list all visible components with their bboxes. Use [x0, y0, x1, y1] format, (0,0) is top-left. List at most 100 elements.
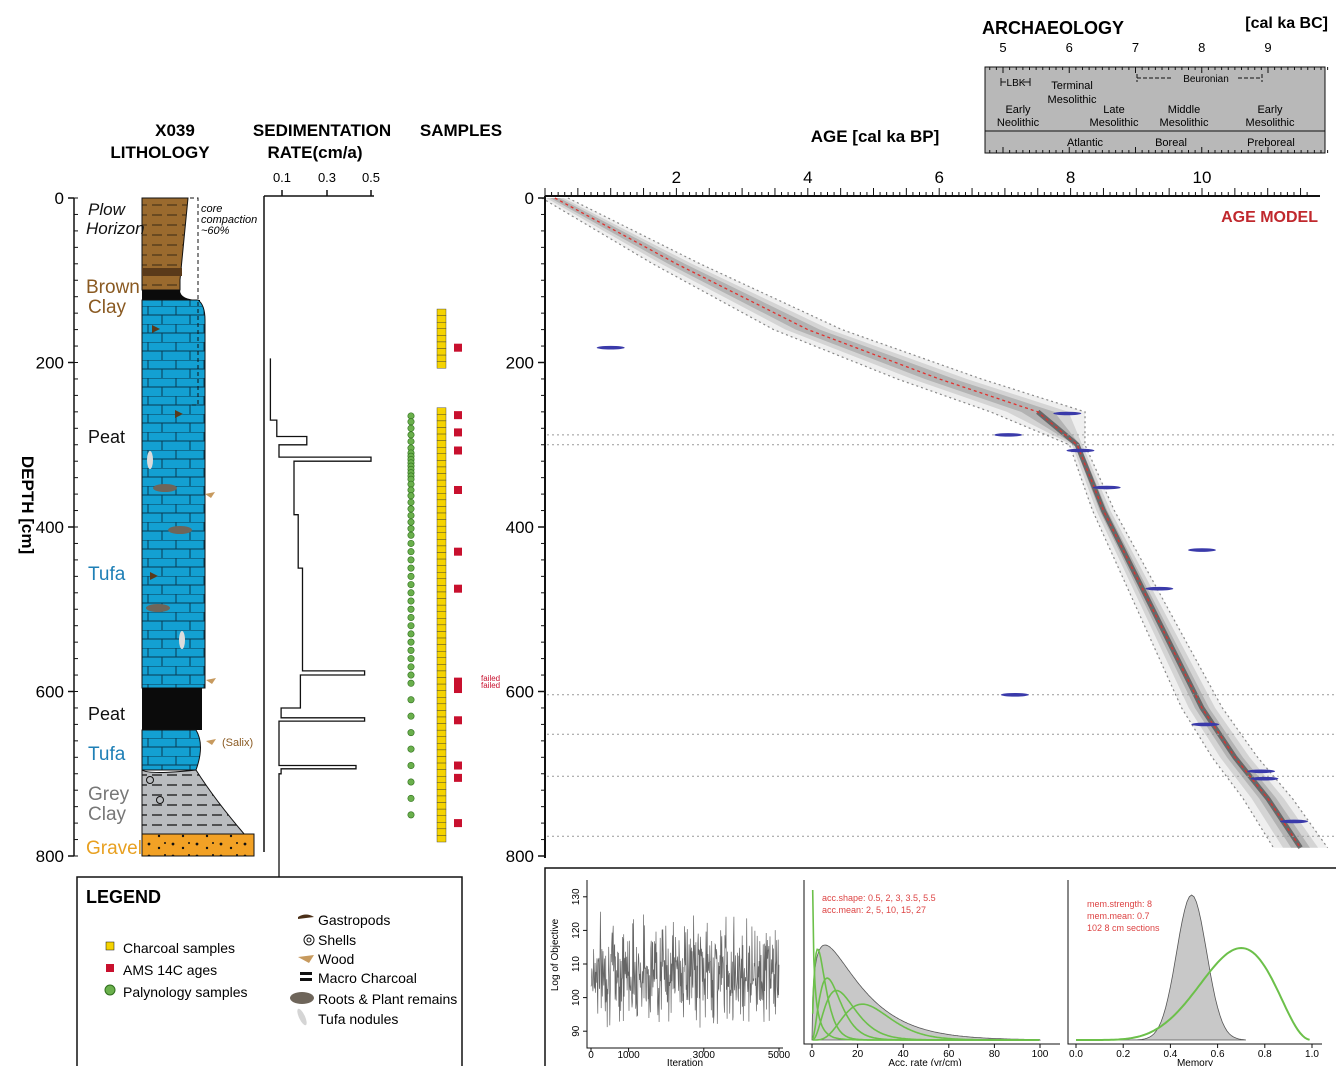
- age-upper-bound: [541, 197, 1274, 849]
- charcoal-sample: [436, 328, 447, 336]
- roots-icon: [153, 484, 177, 492]
- peat-layer-2: [142, 688, 202, 730]
- charcoal-sample: [436, 835, 447, 843]
- charcoal-sample: [436, 690, 447, 698]
- arch-tick-label: 6: [1066, 40, 1073, 55]
- culture-label: Neolithic: [997, 117, 1040, 129]
- calibrated-date: [596, 345, 625, 350]
- tufa-layer-1: [141, 299, 206, 689]
- charcoal-sample: [436, 565, 447, 573]
- charcoal-sample: [436, 308, 447, 316]
- legend-box: [76, 876, 463, 1066]
- iter-y-tick-label: 110: [571, 956, 582, 972]
- charcoal-sample: [436, 335, 447, 343]
- shell-icon: [146, 776, 154, 784]
- unit-label: Tufa: [88, 744, 126, 765]
- charcoal-sample: [436, 769, 447, 777]
- charcoal-sample: [436, 506, 447, 514]
- acc-x-tick-label: 60: [943, 1049, 955, 1060]
- charcoal-swatch: [105, 941, 115, 951]
- charcoal-sample: [436, 598, 447, 606]
- charcoal-sample: [436, 736, 447, 744]
- iteration-ticks: 0 1000 3000 5000 90 100 110 120 130: [571, 888, 791, 1061]
- age-y-tick-label: 800: [506, 847, 534, 866]
- palynology-sample: [407, 498, 415, 506]
- charcoal-sample: [436, 460, 447, 468]
- lithology-panel: X039 LITHOLOGY DEPTH [cm] 0 200 400 600 800: [18, 121, 257, 866]
- mem-x-tick-label: 0.8: [1258, 1049, 1272, 1060]
- palynology-sample: [407, 655, 415, 663]
- unit-label: Tufa: [88, 564, 126, 585]
- macro-charcoal-icon: [300, 978, 312, 981]
- charcoal-sample: [436, 433, 447, 441]
- palynology-sample: [407, 548, 415, 556]
- palynology-sample: [407, 505, 415, 513]
- charcoal-sample: [436, 762, 447, 770]
- charcoal-sample: [436, 591, 447, 599]
- sed-tick-label: 0.3: [318, 170, 336, 185]
- ams-sample: [454, 761, 462, 770]
- sedimentation-panel: SEDIMENTATION RATE(cm/a) 0.1 0.3 0.5: [253, 121, 391, 899]
- ams-sample: [454, 343, 462, 352]
- culture-label: Middle: [1168, 104, 1200, 116]
- charcoal-sample: [436, 650, 447, 658]
- mem-x-tick-label: 0.4: [1163, 1049, 1177, 1060]
- period-label: LBK: [1007, 78, 1026, 89]
- wood-icon: [298, 955, 314, 963]
- gastropod-icon: [175, 410, 183, 418]
- acc-annotation: acc.shape: 0.5, 2, 3, 3.5, 5.5: [822, 893, 936, 903]
- lithology-column: [141, 197, 255, 857]
- culture-label: Late: [1103, 104, 1124, 116]
- charcoal-sample: [436, 479, 447, 487]
- legend-item: Macro Charcoal: [318, 970, 417, 986]
- iteration-panel: 0 1000 3000 5000 90 100 110 120 130 Iteration Lo…: [550, 880, 791, 1066]
- age-y-tick-label: 200: [506, 354, 534, 373]
- calibrated-date: [1000, 692, 1029, 697]
- stage-label: Preboreal: [1247, 137, 1295, 149]
- memory-posterior: [1111, 894, 1246, 1041]
- wood-icon: [206, 739, 216, 745]
- legend-item: Wood: [318, 951, 354, 967]
- calibrated-date: [1145, 586, 1174, 591]
- palynology-sample: [407, 597, 415, 605]
- culture-label: Mesolithic: [1090, 117, 1139, 129]
- charcoal-sample: [436, 604, 447, 612]
- iter-y-tick-label: 120: [571, 922, 582, 939]
- charcoal-sample: [436, 802, 447, 810]
- palynology-sample: [407, 778, 415, 786]
- iter-x-tick-label: 1000: [617, 1050, 640, 1061]
- sed-tick-label: 0.1: [273, 170, 291, 185]
- acc-rate-axes: [803, 880, 1060, 1045]
- iter-y-tick-label: 100: [571, 989, 582, 1006]
- compaction-bracket: [190, 197, 199, 406]
- mem-x-tick-label: 0.2: [1116, 1049, 1130, 1060]
- archaeology-ticks: [989, 67, 1329, 153]
- tufa-nodule-icon: [179, 631, 185, 649]
- age-band-layer: [550, 198, 1310, 848]
- age-lower-bound: [567, 197, 1329, 849]
- age-y-tick-label: 0: [525, 189, 534, 208]
- culture-label: Early: [1005, 104, 1031, 116]
- sed-title-line2: RATE(cm/a): [267, 143, 362, 162]
- macro-charcoal-icon: [300, 972, 312, 975]
- acc-x-tick-label: 20: [852, 1049, 864, 1060]
- legend-item: Roots & Plant remains: [318, 991, 457, 1007]
- charcoal-sample: [436, 716, 447, 724]
- arch-tick-label: 9: [1264, 40, 1271, 55]
- charcoal-sample: [436, 354, 447, 362]
- mem-annotation: 102 8 cm sections: [1087, 923, 1160, 933]
- iteration-trace: [590, 911, 780, 1028]
- palynology-sample: [407, 663, 415, 671]
- wood-icon: [205, 492, 215, 498]
- charcoal-sample: [436, 637, 447, 645]
- charcoal-sample: [436, 743, 447, 751]
- unit-label: Horizon: [86, 219, 145, 238]
- palynology-sample: [407, 589, 415, 597]
- sedimentation-curve: [269, 358, 372, 899]
- charcoal-sample: [436, 493, 447, 501]
- age-x-tick-label: 10: [1193, 168, 1212, 187]
- charcoal-sample: [436, 539, 447, 547]
- palynology-sample: [407, 794, 415, 802]
- ams-swatch: [106, 964, 114, 972]
- age-x-tick-label: 4: [803, 168, 812, 187]
